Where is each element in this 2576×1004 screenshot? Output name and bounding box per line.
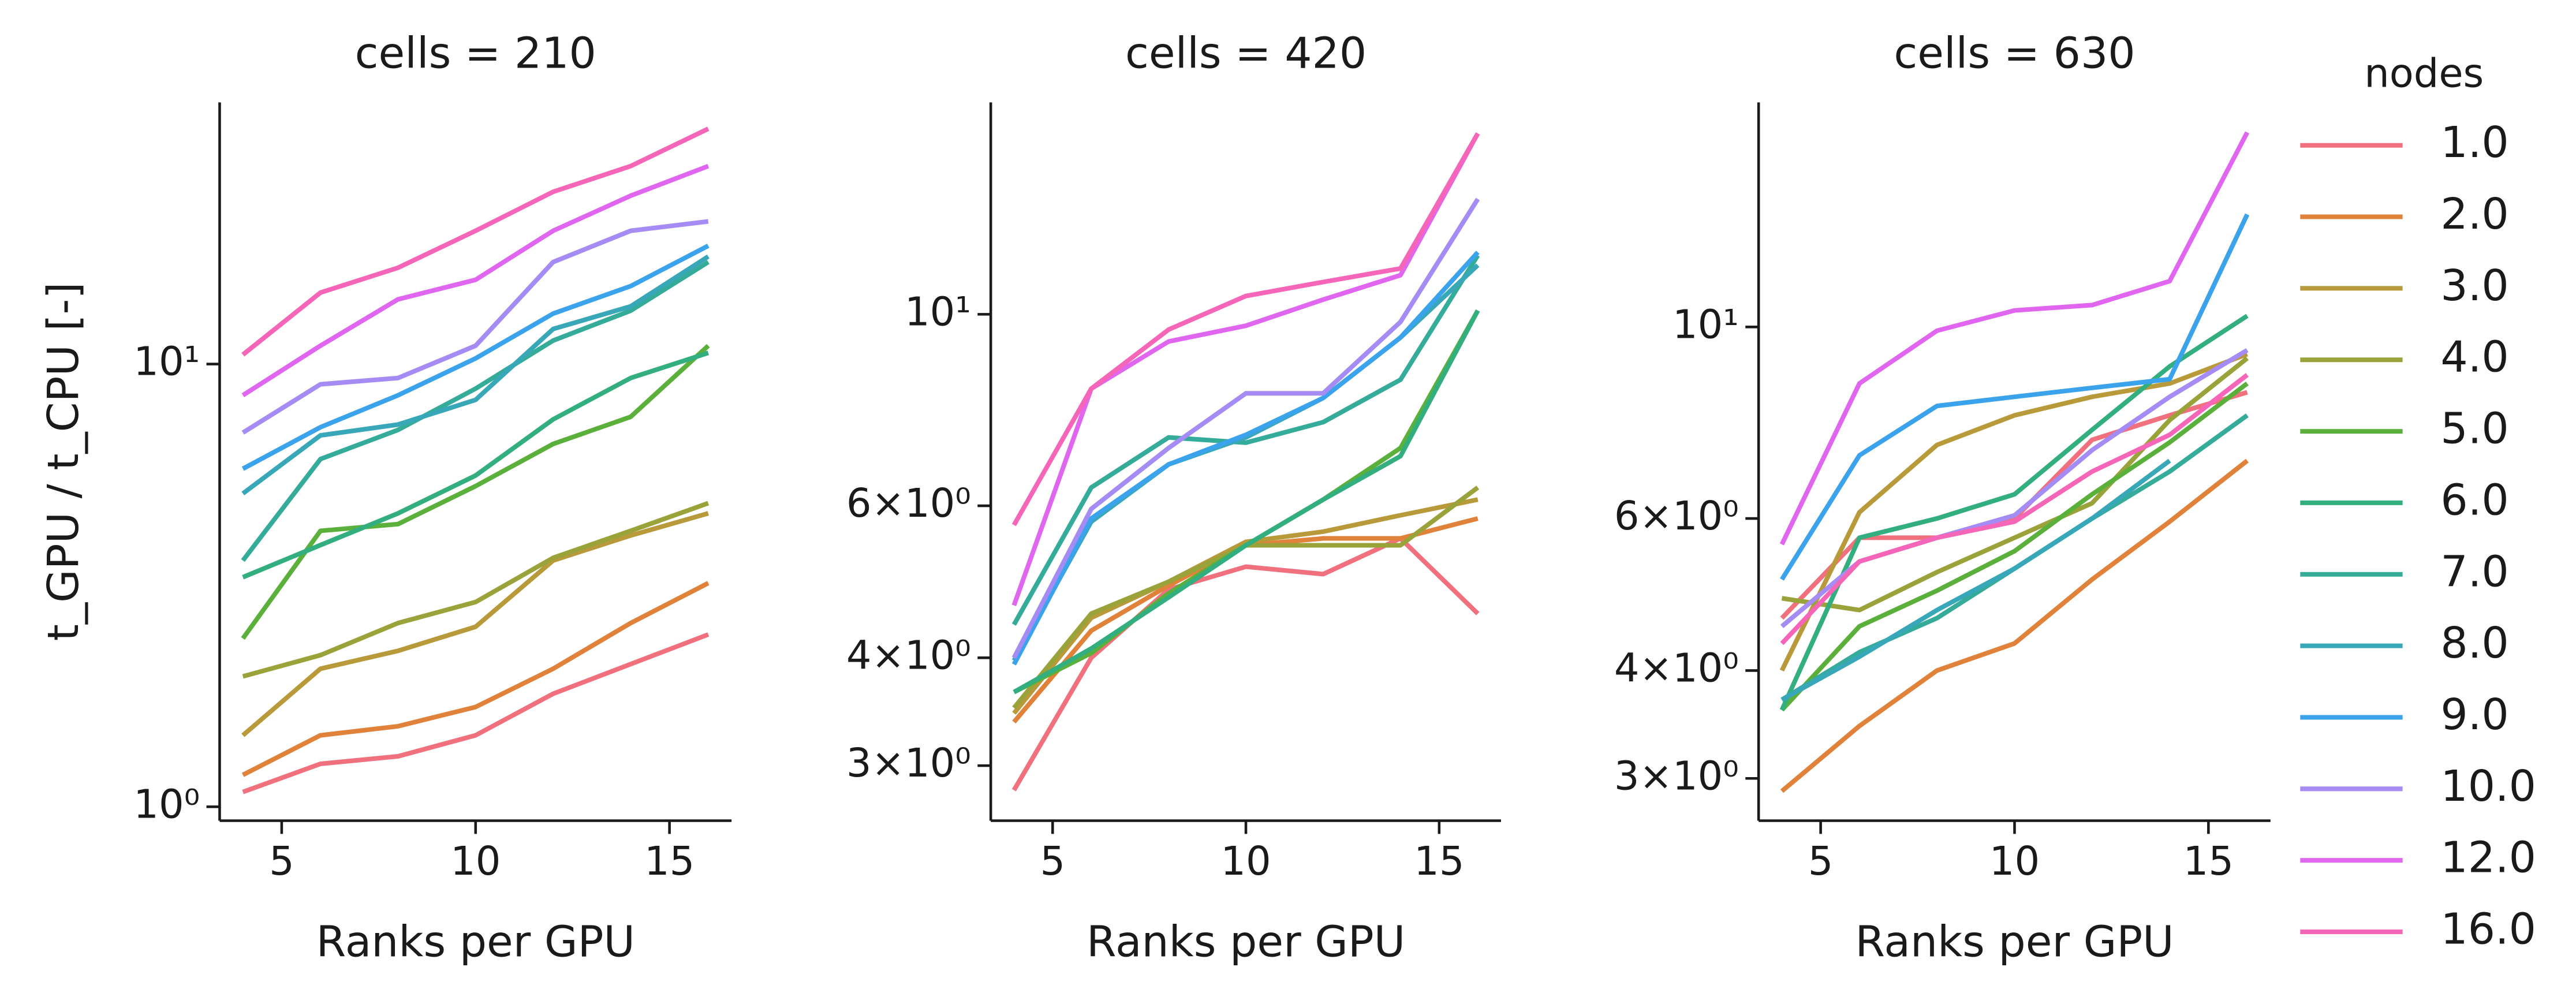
series-line bbox=[241, 511, 709, 737]
x-axis-label: Ranks per GPU bbox=[1855, 917, 2174, 967]
series-line bbox=[1011, 251, 1480, 666]
legend-label: 6.0 bbox=[2440, 475, 2508, 525]
series-line bbox=[1780, 373, 2249, 645]
series-line bbox=[241, 581, 710, 777]
legend-label: 7.0 bbox=[2440, 546, 2508, 596]
series-line bbox=[242, 350, 710, 580]
series-line bbox=[1780, 382, 2249, 712]
x-axis-label: Ranks per GPU bbox=[316, 917, 635, 967]
series-line bbox=[241, 163, 710, 398]
series-line bbox=[1011, 132, 1480, 527]
x-tick-label: 10 bbox=[1220, 838, 1271, 884]
x-axis-label: Ranks per GPU bbox=[1087, 917, 1405, 967]
series-line bbox=[241, 244, 710, 471]
legend-label: 12.0 bbox=[2440, 833, 2536, 883]
panel-title: cells = 420 bbox=[1125, 28, 1367, 79]
y-tick-label: 6×10⁰ bbox=[1614, 493, 1739, 539]
series-line bbox=[1779, 131, 2250, 546]
series-line bbox=[241, 260, 710, 562]
legend-label: 4.0 bbox=[2440, 332, 2508, 382]
series-line bbox=[241, 219, 709, 435]
series-line bbox=[242, 632, 710, 794]
x-tick-label: 10 bbox=[450, 838, 501, 884]
y-tick-label: 10¹ bbox=[133, 339, 200, 385]
series-line bbox=[1780, 458, 2249, 793]
x-tick-label: 5 bbox=[1040, 838, 1065, 884]
series-line bbox=[241, 344, 710, 640]
y-tick-label: 4×10⁰ bbox=[846, 632, 971, 678]
x-tick-label: 5 bbox=[269, 838, 294, 884]
y-axis-label: t_GPU / t_CPU [-] bbox=[38, 282, 88, 641]
y-tick-label: 10⁰ bbox=[133, 781, 200, 827]
series-line bbox=[241, 254, 710, 496]
legend-label: 2.0 bbox=[2440, 189, 2508, 239]
series-line bbox=[1011, 197, 1480, 659]
series-line bbox=[1779, 352, 2248, 672]
y-tick-label: 6×10⁰ bbox=[846, 480, 971, 527]
legend-label: 5.0 bbox=[2440, 404, 2508, 454]
series-line bbox=[1780, 348, 2249, 628]
series-line bbox=[1780, 213, 2250, 581]
y-tick-label: 10¹ bbox=[905, 289, 971, 335]
legend-label: 16.0 bbox=[2440, 904, 2536, 954]
y-tick-label: 3×10⁰ bbox=[1614, 753, 1739, 799]
y-tick-label: 10¹ bbox=[1672, 301, 1739, 348]
series-line bbox=[1780, 458, 2171, 702]
series-line bbox=[1781, 356, 2249, 613]
legend-label: 10.0 bbox=[2440, 761, 2536, 811]
series-line bbox=[1779, 313, 2249, 711]
legend-label: 8.0 bbox=[2440, 618, 2508, 668]
series-line bbox=[1011, 254, 1480, 626]
legend-label: 3.0 bbox=[2440, 260, 2508, 311]
panel-title: cells = 630 bbox=[1894, 28, 2135, 79]
legend-label: 9.0 bbox=[2440, 689, 2508, 740]
x-tick-label: 5 bbox=[1808, 838, 1834, 884]
x-tick-label: 15 bbox=[644, 838, 695, 884]
x-tick-label: 15 bbox=[2183, 838, 2234, 884]
legend-title: nodes bbox=[2364, 51, 2484, 97]
x-tick-label: 10 bbox=[1989, 838, 2040, 884]
x-tick-label: 15 bbox=[1414, 838, 1464, 884]
y-tick-label: 3×10⁰ bbox=[846, 740, 971, 786]
series-line bbox=[241, 126, 710, 357]
series-line bbox=[1011, 536, 1480, 792]
y-tick-label: 4×10⁰ bbox=[1614, 645, 1739, 691]
series-line bbox=[242, 501, 710, 679]
series-line bbox=[1013, 309, 1480, 695]
panel-title: cells = 210 bbox=[355, 28, 596, 79]
legend-label: 1.0 bbox=[2440, 117, 2508, 167]
series-line bbox=[1012, 497, 1479, 715]
